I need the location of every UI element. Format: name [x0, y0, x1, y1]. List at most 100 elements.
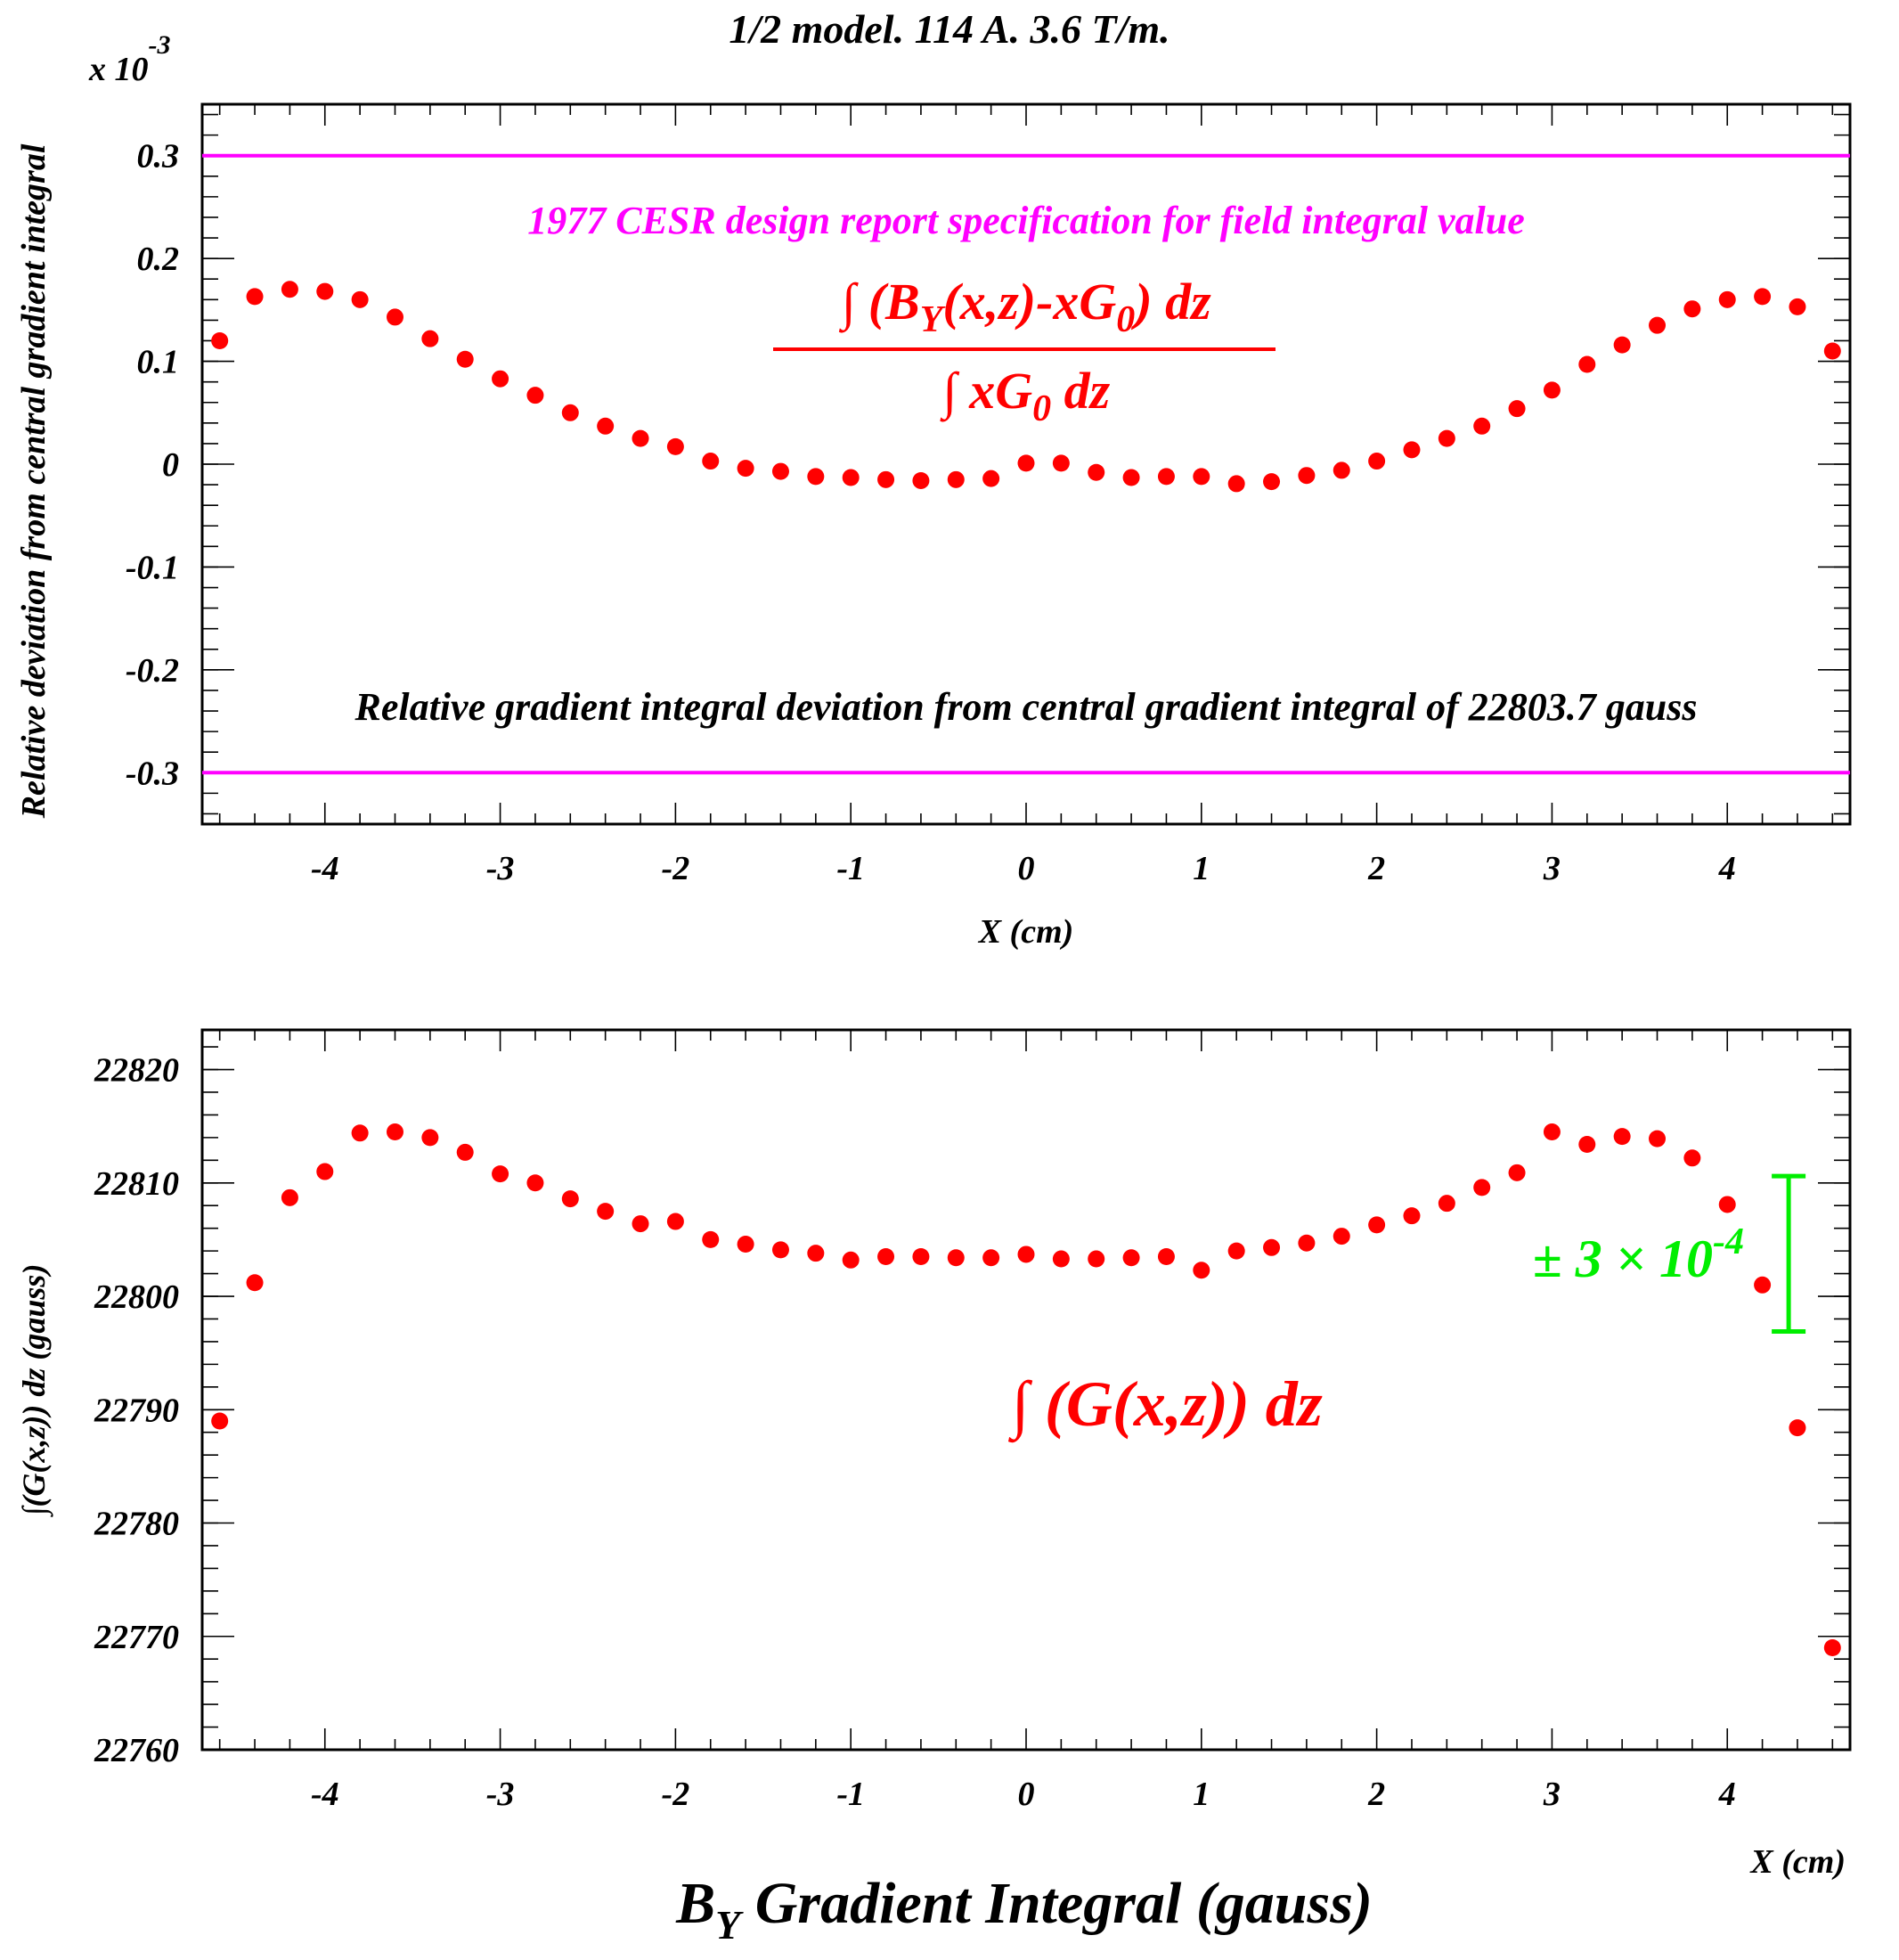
top-data-point: [1122, 469, 1140, 486]
bottom-points: [211, 1123, 1841, 1656]
formula-numerator: ∫ (BY(x,z)-xG0) dz: [838, 273, 1211, 340]
bottom-x-tick-label: 1: [1193, 1776, 1210, 1813]
top-x-tick-label: 1: [1193, 850, 1210, 887]
bottom-data-point: [1157, 1247, 1175, 1265]
bottom-data-point: [1789, 1419, 1806, 1437]
bottom-data-point: [1368, 1216, 1386, 1234]
top-x-tick-label: -3: [486, 850, 515, 887]
figure-title: 1/2 model. 114 A. 3.6 T/m.: [729, 6, 1170, 52]
bottom-data-point: [316, 1163, 334, 1180]
bottom-x-tick-label: 0: [1018, 1776, 1035, 1813]
top-data-point: [386, 308, 403, 326]
bottom-x-tick-label: -4: [311, 1776, 339, 1813]
top-data-point: [1193, 468, 1210, 486]
bottom-panel: -4 -3 -2 -1 0 1 2 3 4 22760 22770 22780 22790 22800 22…: [16, 1028, 1852, 1881]
top-y-tick-label: -0.3: [126, 755, 179, 792]
top-data-point: [456, 350, 474, 368]
tolerance-label: ± 3 × 10-4: [1533, 1221, 1744, 1288]
top-data-point: [1823, 342, 1841, 360]
top-x-tick-label: 2: [1367, 850, 1385, 887]
top-spec-lines: [202, 153, 1850, 775]
top-panel: -4 -3 -2 -1 0 1 2 3 4 -0.3 -0.2 -0.1 0 0.1 0.2 0.3 x 10…: [15, 30, 1852, 951]
top-data-point: [561, 404, 579, 421]
top-data-point: [421, 330, 439, 347]
top-data-point: [877, 470, 895, 488]
top-data-point: [351, 290, 369, 308]
bottom-data-point: [771, 1241, 789, 1259]
tolerance-error-bar: [1772, 1173, 1806, 1334]
bottom-data-point: [947, 1249, 965, 1267]
top-data-point: [1543, 381, 1561, 399]
bottom-data-point: [702, 1230, 720, 1248]
top-data-point: [316, 282, 334, 300]
top-data-point: [1333, 461, 1350, 479]
bottom-data-point: [1122, 1249, 1140, 1267]
bottom-y-axis-label: ∫(G(x,z)) dz (gauss): [16, 1264, 53, 1518]
bottom-data-point: [561, 1190, 579, 1208]
top-data-point: [1508, 400, 1526, 418]
bottom-data-point: [597, 1203, 615, 1221]
top-data-point: [281, 281, 298, 298]
bottom-data-point: [737, 1235, 754, 1253]
deviation-annotation: Relative gradient integral deviation fro…: [354, 685, 1697, 729]
bottom-data-point: [421, 1129, 439, 1147]
top-data-point: [1052, 454, 1070, 472]
bottom-caption: BY Gradient Integral (gauss): [675, 1871, 1373, 1948]
top-data-point: [1473, 417, 1491, 435]
top-data-point: [1718, 290, 1736, 308]
top-x-tick-label: 3: [1543, 850, 1561, 887]
top-data-point: [1754, 288, 1772, 306]
bottom-y-tick-label: 22820: [94, 1052, 179, 1090]
bottom-data-point: [1438, 1195, 1455, 1213]
top-data-point: [666, 437, 684, 455]
top-y-tick-label: 0.1: [137, 344, 180, 381]
bottom-data-point: [842, 1251, 860, 1269]
bottom-data-point: [456, 1143, 474, 1161]
top-x-tick-label: -2: [662, 850, 690, 887]
bottom-y-tick-label: 22760: [94, 1732, 179, 1769]
top-data-point: [492, 370, 509, 388]
bottom-y-tick-label: 22770: [94, 1619, 179, 1656]
bottom-data-point: [1298, 1234, 1316, 1252]
top-data-point: [246, 288, 264, 306]
top-y-tick-label: 0.3: [137, 138, 180, 176]
bottom-data-point: [982, 1249, 1000, 1267]
bottom-data-point: [1333, 1228, 1350, 1245]
top-data-point: [1438, 429, 1455, 447]
top-data-point: [807, 468, 825, 486]
top-data-point: [1578, 355, 1596, 373]
top-x-tick-label: -1: [836, 850, 865, 887]
bottom-data-point: [632, 1215, 649, 1233]
top-data-point: [632, 429, 649, 447]
top-ticks: -4 -3 -2 -1 0 1 2 3 4 -0.3 -0.2 -0.1 0 0.1 0.2 0.3: [126, 104, 1850, 887]
bottom-data-point: [386, 1123, 403, 1141]
bottom-data-point: [912, 1247, 930, 1265]
bottom-data-point: [492, 1165, 509, 1183]
top-y-tick-label: -0.2: [126, 652, 179, 690]
bottom-data-point: [1649, 1130, 1667, 1147]
bottom-x-tick-label: 2: [1367, 1776, 1385, 1813]
bottom-data-point: [1088, 1250, 1105, 1268]
bottom-x-tick-label: 3: [1543, 1776, 1561, 1813]
top-data-point: [1683, 300, 1701, 318]
top-x-tick-label: -4: [311, 850, 339, 887]
top-data-point: [842, 469, 860, 486]
bottom-x-tick-label: -3: [486, 1776, 515, 1813]
bottom-data-point: [1403, 1207, 1421, 1225]
top-data-point: [912, 471, 930, 489]
gradient-integral-formula: ∫ (G(x,z)) dz: [1007, 1368, 1323, 1443]
bottom-data-point: [526, 1174, 544, 1192]
top-data-point: [737, 460, 754, 478]
bottom-x-tick-label: -2: [662, 1776, 690, 1813]
bottom-data-point: [1578, 1136, 1596, 1154]
bottom-ticks: -4 -3 -2 -1 0 1 2 3 4 22760 22770 22780 22790 22800 22…: [94, 1030, 1850, 1813]
bottom-data-point: [1543, 1123, 1561, 1141]
formula-denominator: ∫ xG0 dz: [940, 362, 1111, 429]
bottom-data-point: [1823, 1638, 1841, 1656]
top-data-point: [947, 470, 965, 488]
top-data-point: [1298, 467, 1316, 485]
bottom-x-tick-label: -1: [836, 1776, 865, 1813]
bottom-data-point: [1613, 1128, 1631, 1146]
relative-deviation-formula: ∫ (BY(x,z)-xG0) dz ∫ xG0 dz: [773, 273, 1276, 429]
top-y-tick-label: 0.2: [137, 241, 180, 278]
